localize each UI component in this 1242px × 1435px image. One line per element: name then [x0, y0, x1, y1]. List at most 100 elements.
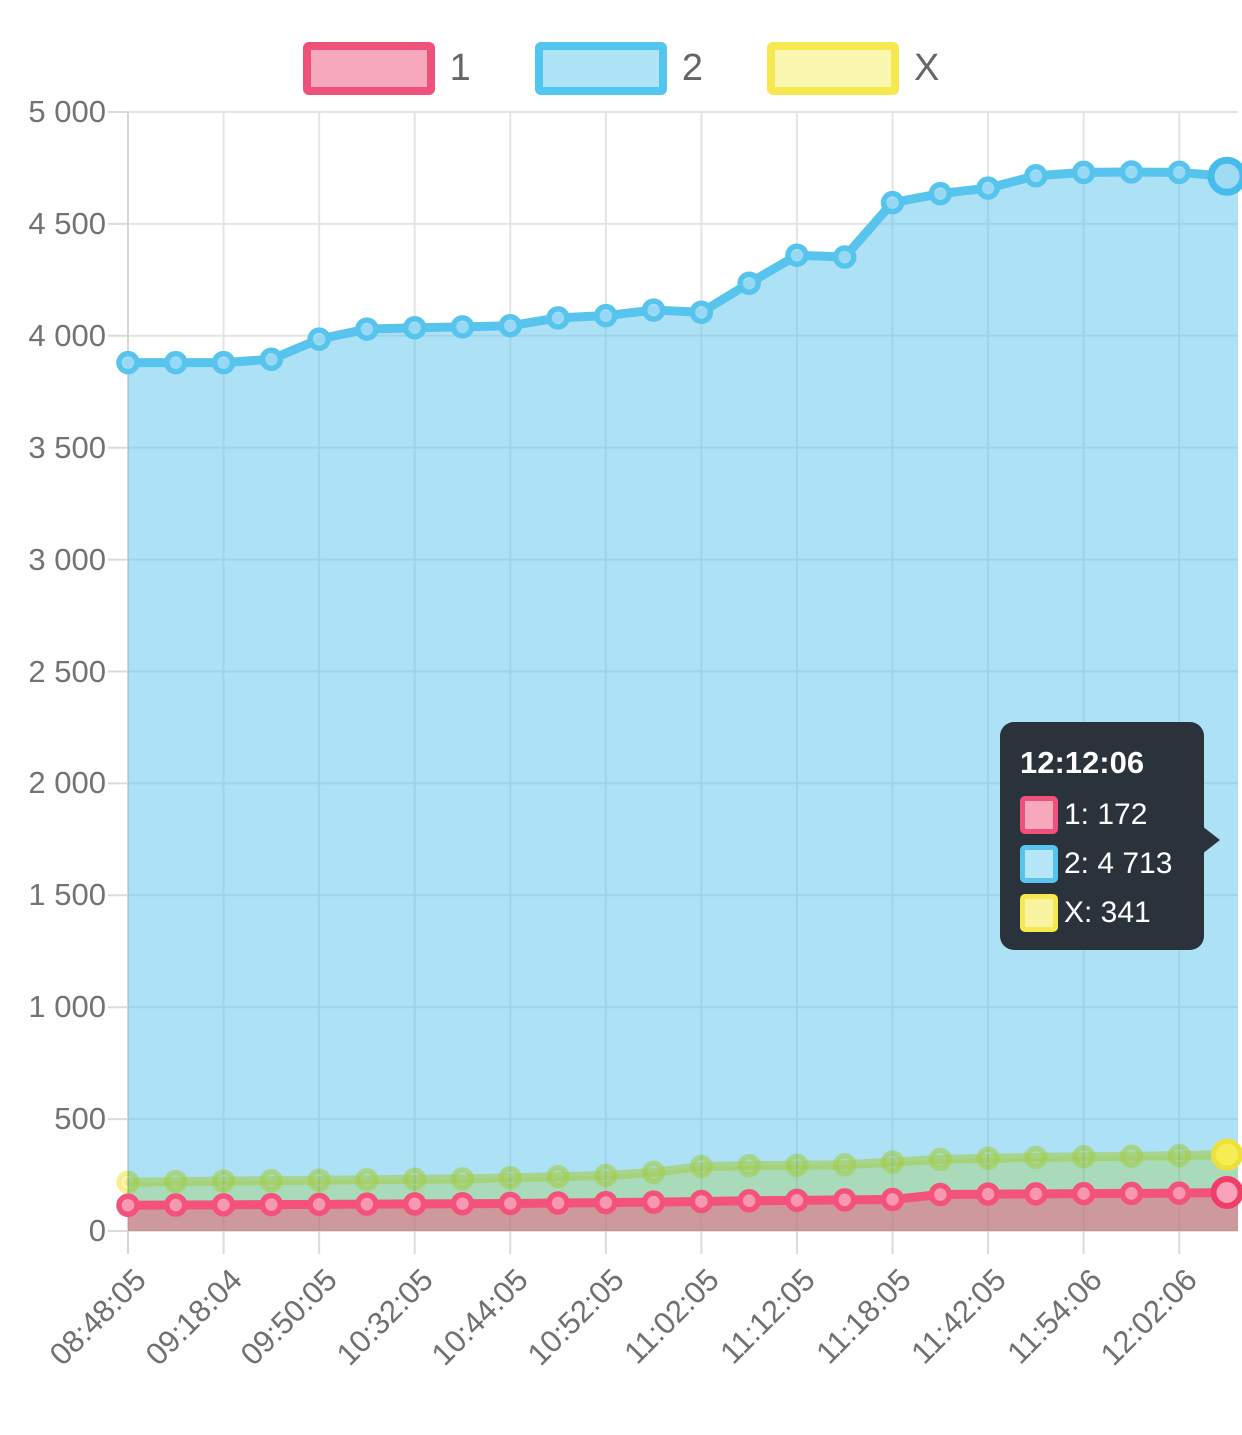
data-point[interactable]: [546, 1191, 570, 1215]
data-point[interactable]: [307, 327, 331, 351]
data-point[interactable]: [498, 1165, 523, 1190]
legend-label-x: X: [913, 47, 940, 89]
series-x-swatch-icon: [766, 42, 899, 95]
data-point[interactable]: [1024, 164, 1048, 188]
data-point[interactable]: [928, 1147, 953, 1172]
data-point[interactable]: [1119, 1181, 1144, 1206]
data-point[interactable]: [116, 1170, 140, 1194]
y-axis-label: 3 500: [28, 429, 106, 465]
data-point[interactable]: [689, 1189, 714, 1214]
data-point[interactable]: [211, 1169, 236, 1193]
data-point[interactable]: [1119, 1144, 1144, 1169]
data-point[interactable]: [832, 1153, 857, 1177]
y-axis-label: 4 500: [28, 205, 106, 241]
data-point[interactable]: [641, 298, 666, 322]
gridlines: [108, 111, 1238, 1254]
data-point[interactable]: [976, 1146, 1000, 1171]
data-point[interactable]: [259, 1192, 284, 1217]
legend-label-1: 1: [449, 47, 471, 89]
data-point[interactable]: [1119, 160, 1144, 184]
data-point[interactable]: [498, 1191, 523, 1216]
y-axis-label: 5 000: [28, 94, 106, 129]
tooltip-value-x: X: 341: [1064, 896, 1151, 929]
data-point[interactable]: [832, 1188, 857, 1212]
data-point[interactable]: [1167, 1181, 1191, 1205]
data-point[interactable]: [976, 1182, 1000, 1206]
data-point[interactable]: [1071, 1181, 1096, 1206]
data-point[interactable]: [785, 243, 809, 267]
data-point[interactable]: [116, 350, 140, 375]
data-point[interactable]: [211, 1193, 236, 1217]
series-1-swatch-icon: [302, 42, 435, 95]
data-point[interactable]: [259, 1168, 284, 1193]
y-axis-label: 2 500: [28, 653, 106, 689]
data-point[interactable]: [880, 1150, 905, 1174]
tooltip-row-series-2: 2: 4 713: [1020, 845, 1194, 883]
y-axis-label: 3 000: [28, 541, 106, 577]
data-point[interactable]: [737, 1189, 761, 1213]
tooltip-swatch-1-icon: [1020, 796, 1058, 834]
data-point[interactable]: [689, 300, 714, 325]
data-point[interactable]: [785, 1188, 809, 1213]
legend-item-1[interactable]: 1: [302, 42, 471, 95]
y-axis-label: 500: [54, 1101, 106, 1137]
data-point[interactable]: [402, 1167, 427, 1192]
series-x-area: [128, 1154, 1238, 1231]
data-point[interactable]: [832, 245, 857, 269]
data-point[interactable]: [164, 1193, 188, 1217]
data-point[interactable]: [594, 1190, 618, 1215]
data-point[interactable]: [450, 315, 475, 339]
data-point[interactable]: [498, 313, 523, 338]
data-point[interactable]: [259, 347, 284, 372]
legend-label-2: 2: [681, 47, 703, 89]
series-2-swatch-icon: [534, 42, 667, 95]
data-point[interactable]: [546, 306, 570, 330]
data-point[interactable]: [976, 176, 1000, 200]
legend: 1 2 X: [0, 42, 1242, 95]
data-point[interactable]: [1167, 160, 1191, 185]
data-point[interactable]: [164, 350, 188, 375]
y-axis-label: 1 000: [28, 989, 106, 1025]
series-2: [116, 160, 1242, 1231]
data-point[interactable]: [1024, 1145, 1048, 1170]
legend-item-2[interactable]: 2: [534, 42, 703, 95]
tooltip-swatch-x-icon: [1020, 894, 1058, 932]
data-point[interactable]: [546, 1164, 570, 1189]
data-point[interactable]: [594, 1163, 618, 1188]
data-point[interactable]: [641, 1190, 666, 1214]
highlighted-data-point[interactable]: [1211, 1138, 1242, 1171]
highlighted-data-point[interactable]: [1210, 1176, 1242, 1210]
data-point[interactable]: [355, 1192, 379, 1216]
data-point[interactable]: [785, 1153, 809, 1177]
data-point[interactable]: [880, 1187, 905, 1212]
data-point[interactable]: [1024, 1182, 1048, 1206]
data-point[interactable]: [594, 303, 618, 328]
data-point[interactable]: [355, 1167, 379, 1192]
data-point[interactable]: [450, 1191, 475, 1216]
data-point[interactable]: [928, 1182, 953, 1207]
data-point[interactable]: [164, 1169, 188, 1194]
data-point[interactable]: [737, 271, 761, 295]
data-point[interactable]: [689, 1154, 714, 1179]
data-point[interactable]: [928, 181, 953, 206]
series-1: [116, 1181, 1242, 1231]
data-point[interactable]: [355, 317, 379, 341]
series-1-area: [128, 1192, 1238, 1231]
data-point[interactable]: [307, 1192, 331, 1217]
data-point[interactable]: [402, 315, 427, 340]
legend-item-x[interactable]: X: [766, 42, 940, 95]
data-point[interactable]: [1071, 160, 1096, 185]
data-point[interactable]: [1071, 1144, 1096, 1169]
data-point[interactable]: [737, 1153, 761, 1178]
data-point[interactable]: [211, 350, 236, 375]
data-point[interactable]: [307, 1168, 331, 1192]
data-point[interactable]: [402, 1192, 427, 1216]
data-point[interactable]: [450, 1167, 475, 1191]
data-point[interactable]: [880, 190, 905, 215]
highlighted-data-point[interactable]: [1207, 156, 1242, 196]
tooltip-row-series-1: 1: 172: [1020, 796, 1194, 834]
data-point[interactable]: [1167, 1143, 1191, 1168]
data-point[interactable]: [641, 1160, 666, 1185]
data-point[interactable]: [116, 1193, 140, 1218]
